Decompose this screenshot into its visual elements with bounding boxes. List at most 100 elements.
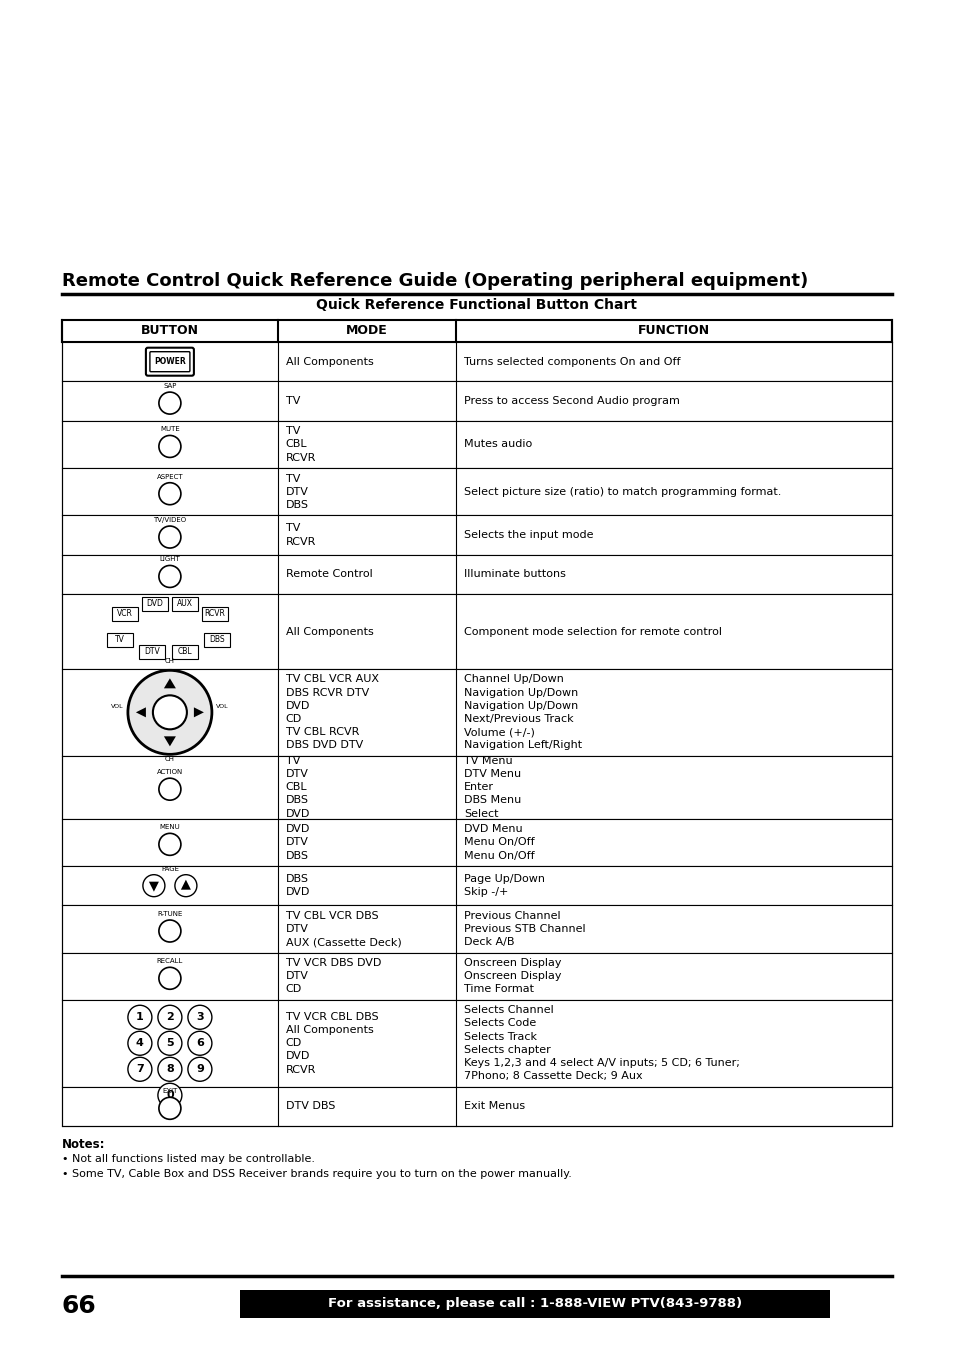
Bar	[204, 632, 230, 647]
Bar	[62, 342, 891, 381]
Text: TV: TV	[286, 396, 300, 407]
Circle shape	[158, 1031, 182, 1055]
Text: Quick Reference Functional Button Chart: Quick Reference Functional Button Chart	[316, 299, 637, 312]
Text: Channel Up/Down
Navigation Up/Down
Navigation Up/Down
Next/Previous Track
Volume: Channel Up/Down Navigation Up/Down Navig…	[464, 674, 581, 750]
Text: TV CBL VCR DBS
DTV
AUX (Cassette Deck): TV CBL VCR DBS DTV AUX (Cassette Deck)	[286, 911, 401, 947]
Circle shape	[152, 696, 187, 730]
Text: Press to access Second Audio program: Press to access Second Audio program	[464, 396, 679, 407]
Circle shape	[158, 1005, 182, 1029]
Text: TV: TV	[115, 635, 125, 644]
Text: 4: 4	[136, 1039, 144, 1048]
Polygon shape	[193, 708, 204, 717]
Circle shape	[188, 1058, 212, 1081]
Text: R-TUNE: R-TUNE	[157, 911, 182, 917]
Text: Onscreen Display
Onscreen Display
Time Format: Onscreen Display Onscreen Display Time F…	[464, 958, 561, 994]
Bar	[62, 515, 891, 555]
Text: DTV: DTV	[144, 647, 159, 657]
Text: TV
RCVR: TV RCVR	[286, 523, 315, 547]
Circle shape	[158, 1058, 182, 1081]
Bar	[62, 755, 891, 819]
Bar	[62, 467, 891, 515]
Text: MODE: MODE	[346, 324, 388, 338]
Text: DBS: DBS	[209, 635, 225, 644]
Text: Turns selected components On and Off: Turns selected components On and Off	[464, 357, 680, 366]
Bar	[240, 1290, 829, 1319]
Text: Mutes audio: Mutes audio	[464, 439, 532, 450]
Text: BUTTON: BUTTON	[141, 324, 198, 338]
Text: 5: 5	[166, 1039, 173, 1048]
Text: Remote Control: Remote Control	[286, 569, 373, 580]
Bar	[62, 669, 891, 755]
Text: 7: 7	[136, 1065, 144, 1074]
Bar	[172, 644, 197, 658]
Bar	[62, 819, 891, 866]
Circle shape	[128, 1005, 152, 1029]
Text: TV VCR DBS DVD
DTV
CD: TV VCR DBS DVD DTV CD	[286, 958, 381, 994]
Text: VOL: VOL	[112, 704, 124, 709]
Text: Select picture size (ratio) to match programming format.: Select picture size (ratio) to match pro…	[464, 486, 781, 497]
Text: Illuminate buttons: Illuminate buttons	[464, 569, 565, 580]
Text: 66: 66	[62, 1294, 96, 1319]
Text: MUTE: MUTE	[160, 427, 179, 432]
Text: 1: 1	[136, 1012, 144, 1023]
Text: EXIT: EXIT	[162, 1089, 177, 1094]
Bar	[139, 644, 165, 658]
Text: TV
DTV
CBL
DBS
DVD: TV DTV CBL DBS DVD	[286, 755, 310, 819]
Text: Notes:: Notes:	[62, 1138, 106, 1151]
Text: DBS
DVD: DBS DVD	[286, 874, 310, 897]
Bar	[107, 632, 132, 647]
Text: Exit Menus: Exit Menus	[464, 1101, 525, 1112]
Text: ACTION: ACTION	[156, 769, 183, 775]
Circle shape	[159, 435, 181, 458]
Text: TV Menu
DTV Menu
Enter
DBS Menu
Select: TV Menu DTV Menu Enter DBS Menu Select	[464, 755, 521, 819]
Text: CH: CH	[165, 658, 174, 665]
Circle shape	[159, 967, 181, 989]
Bar	[202, 607, 228, 620]
Text: 6: 6	[195, 1039, 204, 1048]
Polygon shape	[181, 880, 191, 890]
Circle shape	[159, 566, 181, 588]
Text: TV
CBL
RCVR: TV CBL RCVR	[286, 426, 315, 462]
Text: Page Up/Down
Skip -/+: Page Up/Down Skip -/+	[464, 874, 545, 897]
Polygon shape	[149, 882, 159, 892]
Text: 2: 2	[166, 1012, 173, 1023]
Circle shape	[128, 1031, 152, 1055]
Text: DVD
DTV
DBS: DVD DTV DBS	[286, 824, 310, 861]
Text: • Not all functions listed may be controllable.: • Not all functions listed may be contro…	[62, 1154, 314, 1165]
Text: MENU: MENU	[159, 824, 180, 831]
Text: 8: 8	[166, 1065, 173, 1074]
Text: LIGHT: LIGHT	[159, 557, 180, 562]
Circle shape	[159, 482, 181, 505]
Bar	[142, 597, 168, 611]
Bar	[62, 420, 891, 467]
Text: TV CBL VCR AUX
DBS RCVR DTV
DVD
CD
TV CBL RCVR
DBS DVD DTV: TV CBL VCR AUX DBS RCVR DTV DVD CD TV CB…	[286, 674, 378, 750]
Text: TV VCR CBL DBS
All Components
CD
DVD
RCVR: TV VCR CBL DBS All Components CD DVD RCV…	[286, 1012, 378, 1074]
Text: For assistance, please call : 1-888-VIEW PTV(843-9788): For assistance, please call : 1-888-VIEW…	[328, 1297, 741, 1310]
Text: Remote Control Quick Reference Guide (Operating peripheral equipment): Remote Control Quick Reference Guide (Op…	[62, 272, 807, 290]
Text: • Some TV, Cable Box and DSS Receiver brands require you to turn on the power ma: • Some TV, Cable Box and DSS Receiver br…	[62, 1169, 571, 1179]
Bar	[62, 905, 891, 952]
Bar	[62, 866, 891, 905]
Polygon shape	[164, 678, 175, 688]
Circle shape	[159, 834, 181, 855]
Text: All Components: All Components	[286, 357, 374, 366]
Bar	[62, 594, 891, 669]
Circle shape	[128, 1058, 152, 1081]
Polygon shape	[135, 708, 146, 717]
Text: CH: CH	[165, 757, 174, 762]
Text: Previous Channel
Previous STB Channel
Deck A/B: Previous Channel Previous STB Channel De…	[464, 911, 585, 947]
Text: All Components: All Components	[286, 627, 374, 636]
Text: 0: 0	[166, 1090, 173, 1100]
FancyBboxPatch shape	[150, 351, 190, 372]
Circle shape	[174, 874, 196, 897]
Circle shape	[158, 1084, 182, 1108]
Text: 9: 9	[195, 1065, 204, 1074]
Bar	[62, 1000, 891, 1086]
Text: Component mode selection for remote control: Component mode selection for remote cont…	[464, 627, 721, 636]
Text: CBL: CBL	[177, 647, 192, 657]
Text: DVD: DVD	[147, 598, 163, 608]
Bar	[112, 607, 138, 620]
Text: PAGE: PAGE	[161, 866, 179, 871]
Text: Selects Channel
Selects Code
Selects Track
Selects chapter
Keys 1,2,3 and 4 sele: Selects Channel Selects Code Selects Tra…	[464, 1005, 740, 1081]
Text: RCVR: RCVR	[204, 609, 225, 617]
